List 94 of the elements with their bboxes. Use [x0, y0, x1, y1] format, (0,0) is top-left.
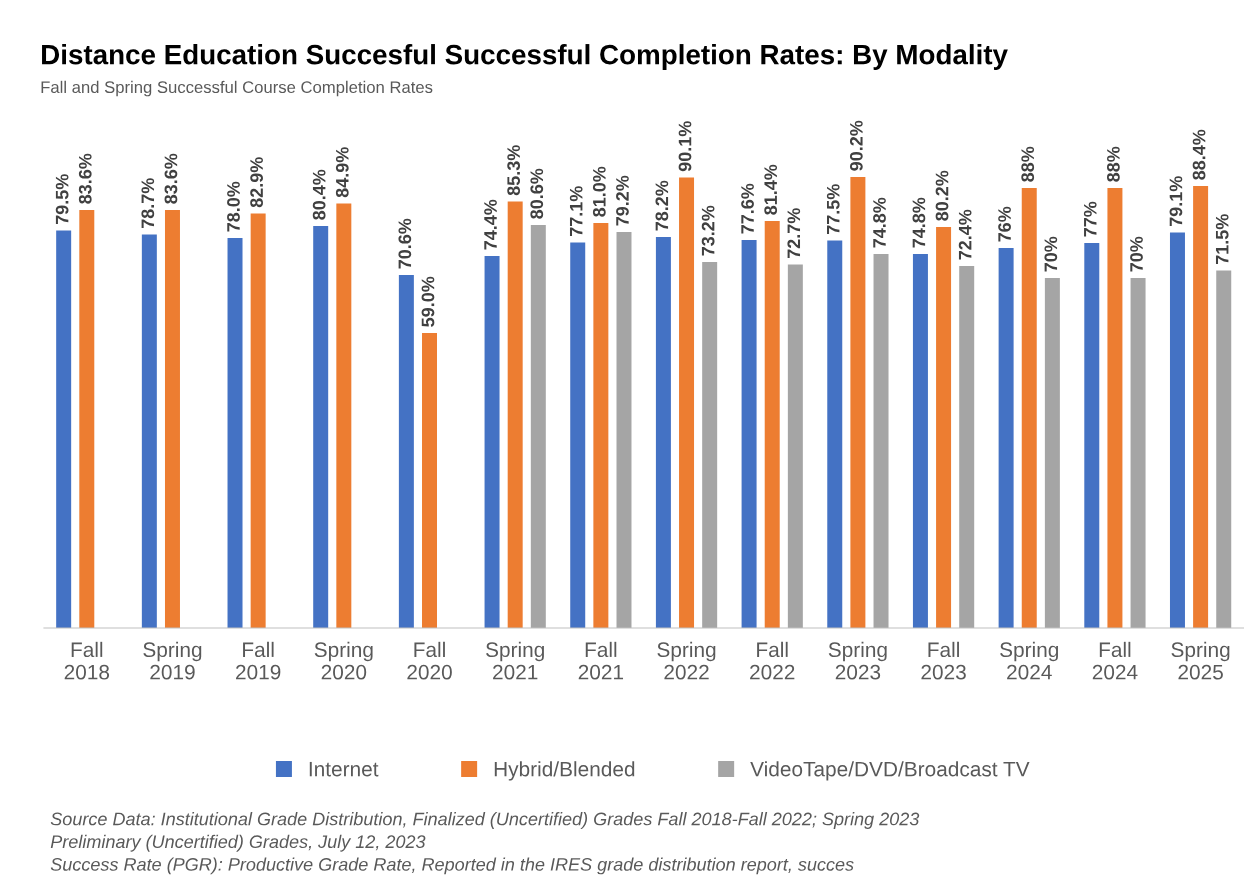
data-label: 90.1%: [678, 121, 692, 172]
bar: [655, 236, 671, 628]
data-label: 78.7%: [141, 178, 155, 229]
bar: [936, 226, 952, 628]
bar: [827, 240, 843, 628]
data-label: 70.6%: [398, 218, 412, 269]
data-label: 77%: [1083, 201, 1097, 237]
bar: [141, 234, 157, 628]
data-label: 84.9%: [335, 147, 349, 198]
x-tick-label: Fall 2023: [921, 641, 966, 680]
bar: [530, 224, 546, 628]
bar: [56, 230, 72, 628]
bar: [484, 255, 500, 628]
x-tick-label: Fall 2019: [236, 641, 281, 680]
data-label: 70%: [1130, 236, 1143, 272]
x-tick-label: Fall 2020: [407, 641, 452, 680]
data-label: 79.5%: [55, 174, 69, 225]
data-label: 88%: [1106, 146, 1120, 182]
bar: [1216, 270, 1232, 628]
bar: [250, 213, 266, 628]
data-label: 72.4%: [958, 209, 972, 260]
x-tick-label: Spring 2025: [1171, 641, 1230, 680]
source-note: Source Data: Institutional Grade Distribution, Finalized (Uncertified) Grades Fall 2018-Fall 2022; Spring 2023 Preliminary (Uncertified) Grades, July 12, 2023 Success Rate (PGR): Productive Grade Rate, Reported in the IRES grade distribution report, succes: [50, 812, 920, 875]
data-label: 70%: [1044, 236, 1058, 272]
bar: [164, 209, 180, 628]
bar: [741, 239, 757, 628]
data-label: 76%: [998, 206, 1011, 242]
data-label: 72.7%: [787, 208, 801, 259]
bar: [1084, 242, 1100, 628]
data-label: 80.2%: [935, 170, 949, 221]
data-label: 81.4%: [764, 164, 778, 215]
bar: [227, 237, 243, 628]
bar: [79, 209, 95, 628]
bar: [570, 242, 586, 628]
data-label: 83.6%: [164, 153, 178, 204]
data-label: 85.3%: [507, 145, 521, 196]
x-tick-label: Spring 2022: [657, 641, 716, 680]
data-label: 77.5%: [826, 184, 840, 235]
bar: [313, 225, 329, 628]
bar: [1044, 277, 1060, 628]
bar: [702, 261, 718, 628]
bar: [593, 222, 609, 628]
bar: [998, 247, 1014, 628]
x-tick-label: Fall 2021: [578, 641, 624, 680]
data-label: 78.2%: [655, 180, 669, 231]
data-label: 81.0%: [592, 166, 606, 217]
bar: [616, 231, 632, 628]
x-tick-label: Spring 2021: [486, 641, 544, 680]
bar: [787, 264, 803, 628]
legend-label: VideoTape/DVD/Broadcast TV: [750, 761, 1030, 781]
legend-label: Internet: [309, 761, 379, 777]
data-label: 83.6%: [78, 153, 92, 204]
data-label: 80.6%: [530, 168, 544, 219]
data-label: 73.2%: [701, 205, 715, 256]
data-label: 82.9%: [250, 157, 263, 208]
x-tick-label: Spring 2019: [143, 641, 202, 680]
data-label: 74.8%: [912, 197, 926, 248]
x-tick-label: Spring 2020: [314, 641, 373, 680]
x-tick-label: Fall 2024: [1092, 641, 1138, 680]
data-label: 74.8%: [873, 197, 886, 248]
chart-title: Distance Education Succesful Successful Completion Rates: By Modality: [42, 44, 1008, 70]
bar: [873, 253, 889, 628]
bar: [336, 203, 352, 628]
bar: [398, 274, 414, 628]
bar: [1130, 277, 1146, 628]
data-label: 77.6%: [741, 183, 754, 234]
data-label: 71.5%: [1215, 214, 1229, 265]
data-label: 80.4%: [312, 169, 326, 220]
bar: [1193, 185, 1209, 628]
data-label: 74.4%: [484, 199, 497, 250]
chart-subtitle: Fall and Spring Successful Course Completion Rates: [41, 80, 433, 97]
bar: [912, 253, 928, 628]
bar: [422, 332, 437, 628]
data-label: 88.4%: [1192, 129, 1206, 180]
bar: [959, 265, 975, 628]
bar: [764, 220, 780, 628]
data-label: 79.1%: [1169, 176, 1183, 227]
x-tick-label: Spring 2024: [1000, 641, 1059, 680]
x-tick-label: Fall 2022: [750, 641, 795, 680]
bar: [850, 176, 866, 628]
bar: [1107, 187, 1123, 628]
x-tick-label: Spring 2023: [828, 641, 887, 680]
data-label: 88%: [1021, 146, 1035, 182]
data-label: 79.2%: [616, 175, 629, 226]
data-label: 78.0%: [227, 181, 240, 232]
x-tick-label: Fall 2018: [64, 641, 110, 680]
data-label: 77.1%: [569, 186, 583, 237]
data-label: 90.2%: [849, 120, 863, 171]
bar: [1169, 232, 1185, 628]
bar: [507, 201, 523, 628]
bar: [1021, 187, 1037, 628]
data-label: 59.0%: [421, 276, 435, 327]
legend-label: Hybrid/Blended: [494, 761, 635, 781]
bar: [679, 177, 695, 628]
